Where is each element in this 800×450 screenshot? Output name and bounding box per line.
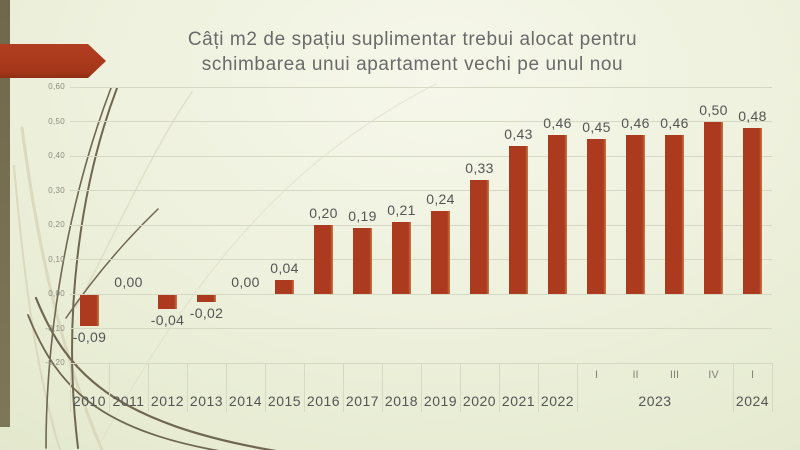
quarter-label-2024-I: I: [750, 369, 755, 381]
bar-2013: [197, 295, 216, 302]
category-separator: [733, 363, 734, 412]
year-label-2024: 2024: [735, 393, 770, 409]
data-label-2015: 0,04: [270, 260, 299, 277]
gridline: [70, 86, 772, 88]
data-label-2012: -0,04: [150, 311, 185, 328]
data-label-2016: 0,20: [309, 205, 338, 221]
data-label-2023 I: 0,45: [582, 118, 611, 135]
bar-2017: [353, 228, 372, 294]
y-axis-tick-label: 0,00: [48, 289, 65, 298]
data-label-2023 IV: 0,50: [699, 101, 728, 118]
year-label-2016: 2016: [306, 393, 341, 409]
year-label-2022: 2022: [540, 393, 575, 409]
bar-2024 I: [743, 128, 762, 294]
y-axis-tick-label: 0,50: [48, 116, 65, 126]
chart-title-line1: Câți m2 de spațiu suplimentar trebui alo…: [187, 29, 638, 50]
quarter-label-2023-II: II: [632, 369, 639, 381]
gridline: [70, 224, 772, 226]
bar-2010: [80, 295, 99, 327]
gridline: [70, 259, 772, 260]
bar-2015: [275, 280, 294, 294]
quarter-label-2023-I: I: [594, 369, 599, 381]
category-separator: [265, 363, 266, 412]
bar-2012: [158, 295, 177, 309]
quarter-label-2023-III: III: [669, 369, 680, 381]
bar-2023 IV: [704, 121, 723, 294]
year-label-2010: 2010: [72, 393, 107, 409]
category-separator: [772, 363, 773, 412]
bar-2021: [509, 145, 528, 294]
data-label-2020: 0,33: [465, 160, 494, 177]
year-label-2018: 2018: [384, 393, 419, 409]
gridline: [70, 328, 772, 329]
bar-2023 III: [665, 135, 684, 294]
data-label-2021: 0,43: [504, 125, 533, 142]
chart-title: Câți m2 de spațiu suplimentar trebui alo…: [25, 27, 800, 77]
y-axis-tick-label: -0,20: [45, 358, 65, 367]
year-label-2020: 2020: [462, 393, 497, 409]
bar-2023 I: [587, 138, 606, 294]
category-separator: [109, 363, 110, 412]
data-label-2019: 0,24: [426, 191, 455, 208]
bar-2022: [548, 135, 567, 294]
y-axis-tick-label: 0,20: [48, 220, 65, 229]
data-label-2017: 0,19: [348, 208, 377, 225]
category-separator: [70, 363, 71, 412]
gridline: [70, 190, 772, 191]
gridline: [70, 155, 772, 157]
category-separator: [538, 363, 539, 412]
year-label-2023: 2023: [638, 393, 672, 409]
category-separator: [226, 363, 227, 412]
y-axis-tick-label: 0,10: [48, 254, 65, 264]
data-label-2024 I: 0,48: [738, 108, 767, 125]
year-label-2017: 2017: [345, 393, 380, 409]
gridline: [70, 121, 772, 122]
year-label-2015: 2015: [267, 393, 302, 409]
bar-2020: [470, 180, 489, 294]
bar-2018: [392, 221, 411, 294]
category-separator: [148, 363, 149, 412]
quarter-label-2023-IV: IV: [708, 369, 719, 381]
y-axis-tick-label: 0,30: [48, 185, 65, 195]
bar-2019: [431, 211, 450, 294]
year-label-2014: 2014: [228, 393, 263, 409]
data-label-2010: -0,09: [72, 329, 107, 346]
left-edge-strip: [0, 0, 10, 427]
data-label-2018: 0,21: [387, 201, 416, 218]
y-axis-tick-label: -0,10: [45, 323, 65, 333]
category-separator: [187, 363, 188, 412]
data-label-2023 II: 0,46: [621, 115, 650, 132]
bar-2016: [314, 225, 333, 294]
year-label-2021: 2021: [501, 393, 536, 409]
category-separator: [382, 363, 383, 412]
category-separator: [460, 363, 461, 412]
y-axis-tick-label: 0,40: [48, 151, 65, 160]
y-axis-tick-label: 0,60: [48, 82, 65, 91]
year-label-2013: 2013: [189, 393, 224, 409]
data-label-2022: 0,46: [543, 115, 572, 132]
category-separator: [499, 363, 500, 412]
chart-title-line2: schimbarea unui apartament vechi pe unul…: [201, 54, 624, 75]
year-label-2011: 2011: [112, 393, 145, 409]
year-label-2019: 2019: [423, 393, 458, 409]
category-separator: [421, 363, 422, 412]
year-label-2012: 2012: [150, 393, 185, 409]
bar-2023 II: [626, 135, 645, 294]
data-label-2014: 0,00: [231, 274, 260, 290]
category-separator: [343, 363, 344, 412]
category-separator: [304, 363, 305, 412]
data-label-2013: -0,02: [189, 304, 224, 321]
gridline: [70, 293, 772, 295]
data-label-2023 III: 0,46: [660, 115, 689, 132]
category-separator: [577, 363, 578, 412]
data-label-2011: 0,00: [114, 274, 143, 290]
